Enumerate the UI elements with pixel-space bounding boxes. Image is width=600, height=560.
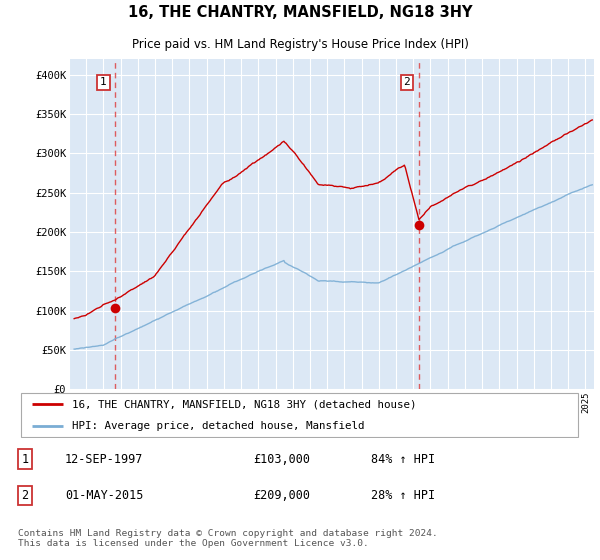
Text: 2: 2: [404, 77, 410, 87]
Text: 28% ↑ HPI: 28% ↑ HPI: [371, 489, 434, 502]
Text: Price paid vs. HM Land Registry's House Price Index (HPI): Price paid vs. HM Land Registry's House …: [131, 38, 469, 50]
Text: HPI: Average price, detached house, Mansfield: HPI: Average price, detached house, Mans…: [71, 421, 364, 431]
Text: 01-MAY-2015: 01-MAY-2015: [65, 489, 143, 502]
FancyBboxPatch shape: [21, 393, 578, 437]
Text: 1: 1: [21, 452, 28, 465]
Text: Contains HM Land Registry data © Crown copyright and database right 2024.
This d: Contains HM Land Registry data © Crown c…: [18, 529, 437, 548]
Text: 84% ↑ HPI: 84% ↑ HPI: [371, 452, 434, 465]
Text: 1: 1: [100, 77, 107, 87]
Text: 12-SEP-1997: 12-SEP-1997: [65, 452, 143, 465]
Text: 16, THE CHANTRY, MANSFIELD, NG18 3HY: 16, THE CHANTRY, MANSFIELD, NG18 3HY: [128, 6, 472, 20]
Text: 16, THE CHANTRY, MANSFIELD, NG18 3HY (detached house): 16, THE CHANTRY, MANSFIELD, NG18 3HY (de…: [71, 399, 416, 409]
Text: 2: 2: [21, 489, 28, 502]
Text: £209,000: £209,000: [253, 489, 310, 502]
Text: £103,000: £103,000: [253, 452, 310, 465]
